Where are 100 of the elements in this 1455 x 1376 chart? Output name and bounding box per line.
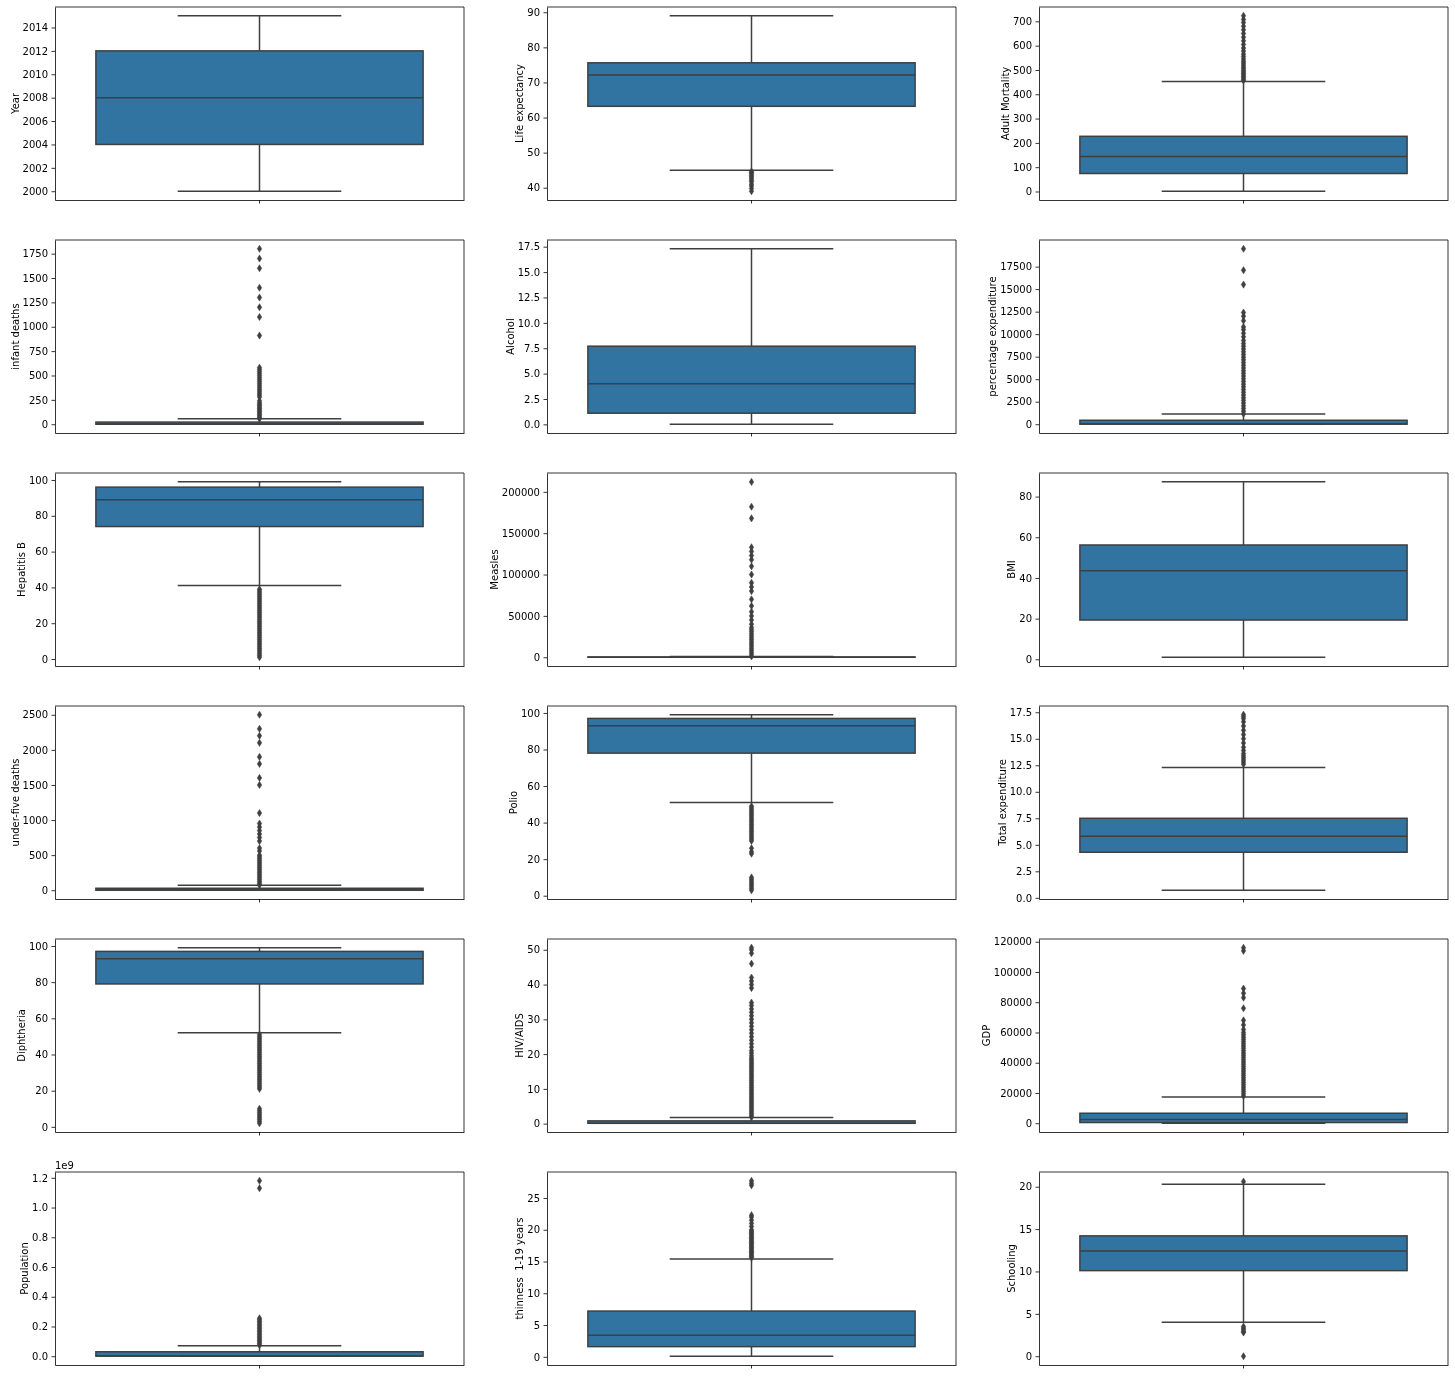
y-tick-label: 20 <box>1019 613 1032 625</box>
y-axis-title: Diphtheria <box>15 1009 27 1062</box>
y-tick-label: 12.5 <box>1009 759 1032 771</box>
y-tick-label: 10 <box>527 1287 540 1299</box>
y-tick-label: 0 <box>533 651 540 663</box>
y-axis-title: Total expenditure <box>996 759 1008 847</box>
y-tick-label: 2.5 <box>1016 866 1032 878</box>
y-tick-label: 400 <box>1012 88 1032 100</box>
y-tick-label: 15.0 <box>517 266 540 278</box>
y-tick-label: 40 <box>527 817 540 829</box>
y-tick-label: 1000 <box>22 321 48 333</box>
y-tick-label: 5 <box>533 1319 540 1331</box>
y-tick-label: 12500 <box>1000 306 1032 318</box>
y-tick-label: 0 <box>41 884 48 896</box>
y-tick-label: 50000 <box>508 610 540 622</box>
y-tick-label: 50 <box>527 147 540 159</box>
y-tick-label: 2.5 <box>524 393 540 405</box>
y-tick-label: 500 <box>28 849 48 861</box>
y-tick-label: 40 <box>1019 572 1032 584</box>
y-tick-label: 500 <box>1012 64 1032 76</box>
y-tick-label: 80 <box>35 976 48 988</box>
y-axis-title: Alcohol <box>504 318 516 355</box>
y-tick-label: 1500 <box>22 272 48 284</box>
y-tick-label: 17.5 <box>517 241 540 253</box>
y-tick-label: 500 <box>28 370 48 382</box>
y-tick-label: 60 <box>1019 531 1032 543</box>
y-tick-label: 2010 <box>22 68 48 80</box>
y-tick-label: 2014 <box>22 22 48 34</box>
y-tick-label: 2006 <box>22 115 48 127</box>
y-tick-label: 0 <box>1025 1117 1032 1129</box>
y-tick-label: 0 <box>41 418 48 430</box>
y-tick-label: 700 <box>1012 16 1032 28</box>
y-tick-label: 1750 <box>22 248 48 260</box>
y-tick-label: 20 <box>1019 1181 1032 1193</box>
y-tick-label: 10.0 <box>1009 786 1032 798</box>
y-tick-label: 0 <box>533 1118 540 1130</box>
y-tick-label: 100 <box>1012 161 1032 173</box>
y-tick-label: 7500 <box>1006 351 1032 363</box>
y-axis-title: GDP <box>980 1024 992 1047</box>
y-tick-label: 20 <box>35 1085 48 1097</box>
y-tick-label: 1250 <box>22 297 48 309</box>
y-tick-label: 40 <box>527 979 540 991</box>
y-tick-label: 60 <box>527 780 540 792</box>
text: 1e9 <box>55 1160 74 1171</box>
y-tick-label: 0 <box>41 653 48 665</box>
y-axis-title: under-five deaths <box>9 758 21 847</box>
y-tick-label: 600 <box>1012 40 1032 52</box>
y-tick-label: 30 <box>527 1014 540 1026</box>
y-tick-label: 2002 <box>22 162 48 174</box>
y-tick-label: 100000 <box>501 569 540 581</box>
y-tick-label: 200000 <box>501 486 540 498</box>
y-tick-label: 80000 <box>1000 996 1032 1008</box>
y-tick-label: 100 <box>28 474 48 486</box>
y-tick-label: 0.6 <box>32 1261 48 1273</box>
y-tick-label: 60 <box>35 1013 48 1025</box>
y-axis-title: HIV/AIDS <box>514 1013 526 1058</box>
y-tick-label: 20 <box>527 853 540 865</box>
y-tick-label: 2000 <box>22 185 48 197</box>
y-tick-label: 250 <box>28 394 48 406</box>
y-axis-title: Adult Mortality <box>999 66 1011 141</box>
y-tick-label: 80 <box>1019 491 1032 503</box>
y-tick-label: 0.2 <box>32 1321 48 1333</box>
y-axis-title: infant deaths <box>9 303 21 370</box>
y-tick-label: 1500 <box>22 779 48 791</box>
y-tick-label: 80 <box>527 42 540 54</box>
y-tick-label: 20000 <box>1000 1087 1032 1099</box>
y-tick-label: 2500 <box>22 709 48 721</box>
y-tick-label: 0.8 <box>32 1231 48 1243</box>
y-tick-label: 20 <box>527 1224 540 1236</box>
y-tick-label: 40 <box>35 582 48 594</box>
y-tick-label: 100 <box>520 707 540 719</box>
y-tick-label: 150000 <box>501 527 540 539</box>
y-tick-label: 2500 <box>1006 396 1032 408</box>
y-tick-label: 12.5 <box>517 292 540 304</box>
y-axis-title: thinness 1-19 years <box>514 1217 526 1320</box>
y-tick-label: 60 <box>35 546 48 558</box>
y-axis-title: Measles <box>488 549 500 590</box>
y-tick-label: 0 <box>1025 653 1032 665</box>
y-tick-label: 20 <box>35 617 48 629</box>
y-axis-title: percentage expenditure <box>987 276 999 397</box>
y-tick-label: 2004 <box>22 139 48 151</box>
y-tick-label: 750 <box>28 345 48 357</box>
y-axis-title: Schooling <box>1006 1244 1018 1293</box>
y-axis-title: Hepatitis B <box>15 541 27 597</box>
y-tick-label: 10 <box>1019 1266 1032 1278</box>
y-tick-label: 0.0 <box>524 419 540 431</box>
y-tick-label: 5.0 <box>524 368 540 380</box>
y-tick-label: 2000 <box>22 744 48 756</box>
y-tick-label: 15 <box>1019 1223 1032 1235</box>
y-tick-label: 300 <box>1012 113 1032 125</box>
y-tick-label: 7.5 <box>524 342 540 354</box>
y-tick-label: 0 <box>1025 418 1032 430</box>
y-tick-label: 5000 <box>1006 373 1032 385</box>
y-tick-label: 7.5 <box>1016 813 1032 824</box>
y-tick-label: 25 <box>527 1192 540 1204</box>
y-tick-label: 90 <box>527 6 540 18</box>
y-tick-label: 15 <box>527 1256 540 1268</box>
y-tick-label: 20 <box>527 1048 540 1060</box>
y-tick-label: 1.0 <box>32 1202 48 1214</box>
y-tick-label: 200 <box>1012 137 1032 149</box>
